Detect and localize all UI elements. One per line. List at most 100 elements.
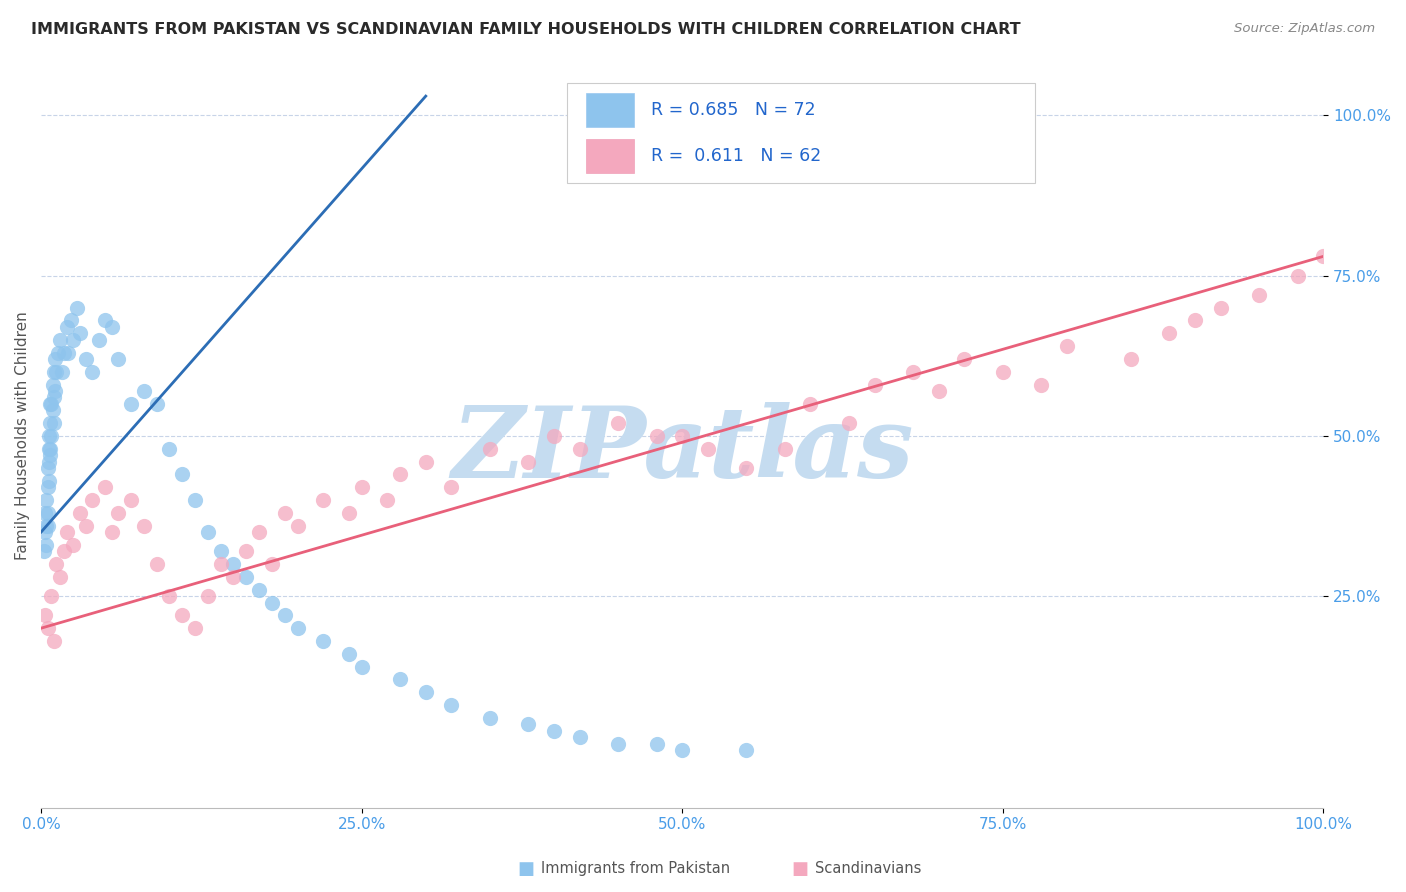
Point	[645, 737, 668, 751]
FancyBboxPatch shape	[586, 93, 634, 127]
Point	[39, 448, 62, 462]
Point	[69, 326, 91, 341]
Point	[415, 685, 437, 699]
Point	[38, 442, 60, 456]
Point	[39, 442, 62, 456]
Point	[222, 570, 245, 584]
Point	[1184, 313, 1206, 327]
Point	[312, 634, 335, 648]
Point	[735, 743, 758, 757]
Point	[37, 518, 59, 533]
Point	[38, 474, 60, 488]
Point	[69, 506, 91, 520]
Text: ■: ■	[792, 860, 808, 878]
Point	[82, 365, 104, 379]
Point	[773, 442, 796, 456]
Point	[35, 518, 58, 533]
Point	[34, 506, 56, 520]
Point	[75, 351, 97, 366]
Point	[1312, 249, 1334, 263]
Text: ■: ■	[517, 860, 534, 878]
Point	[799, 397, 821, 411]
Point	[415, 454, 437, 468]
Point	[49, 333, 72, 347]
Text: ZIPatlas: ZIPatlas	[451, 402, 914, 499]
Point	[132, 384, 155, 398]
Point	[45, 557, 67, 571]
Point	[45, 365, 67, 379]
Point	[543, 429, 565, 443]
Text: Immigrants from Pakistan: Immigrants from Pakistan	[541, 861, 731, 876]
Point	[247, 582, 270, 597]
Y-axis label: Family Households with Children: Family Households with Children	[15, 311, 30, 560]
Point	[35, 493, 58, 508]
Point	[41, 377, 63, 392]
Point	[440, 698, 463, 712]
Point	[440, 480, 463, 494]
Point	[274, 506, 297, 520]
Point	[953, 351, 976, 366]
Point	[607, 416, 630, 430]
Point	[543, 723, 565, 738]
Point	[235, 570, 257, 584]
Point	[59, 313, 82, 327]
Point	[42, 365, 65, 379]
Point	[235, 544, 257, 558]
Point	[260, 595, 283, 609]
Point	[337, 647, 360, 661]
Point	[107, 506, 129, 520]
Point	[375, 493, 398, 508]
Point	[49, 570, 72, 584]
Point	[645, 429, 668, 443]
Point	[157, 442, 180, 456]
FancyBboxPatch shape	[567, 83, 1035, 183]
Point	[172, 608, 194, 623]
Text: R =  0.611   N = 62: R = 0.611 N = 62	[651, 147, 821, 165]
Point	[145, 397, 167, 411]
Point	[696, 442, 718, 456]
Point	[44, 384, 66, 398]
Point	[62, 333, 84, 347]
Point	[172, 467, 194, 482]
Point	[82, 493, 104, 508]
Point	[120, 397, 142, 411]
Point	[39, 416, 62, 430]
Point	[157, 589, 180, 603]
Point	[42, 391, 65, 405]
Point	[53, 345, 76, 359]
Point	[51, 365, 73, 379]
Point	[991, 365, 1014, 379]
Point	[350, 659, 373, 673]
Point	[478, 711, 501, 725]
Point	[55, 524, 77, 539]
Point	[41, 429, 63, 443]
Point	[1119, 351, 1142, 366]
Point	[132, 518, 155, 533]
Point	[517, 717, 540, 731]
Point	[274, 608, 297, 623]
Point	[1159, 326, 1181, 341]
Point	[34, 608, 56, 623]
Point	[55, 319, 77, 334]
Point	[389, 673, 412, 687]
Point	[94, 480, 117, 494]
Point	[928, 384, 950, 398]
Point	[46, 345, 69, 359]
Point	[260, 557, 283, 571]
Point	[184, 493, 207, 508]
Point	[312, 493, 335, 508]
Point	[100, 319, 122, 334]
Point	[209, 557, 232, 571]
Text: IMMIGRANTS FROM PAKISTAN VS SCANDINAVIAN FAMILY HOUSEHOLDS WITH CHILDREN CORRELA: IMMIGRANTS FROM PAKISTAN VS SCANDINAVIAN…	[31, 22, 1021, 37]
Point	[62, 538, 84, 552]
Point	[39, 397, 62, 411]
Point	[66, 301, 89, 315]
Point	[34, 524, 56, 539]
Point	[87, 333, 110, 347]
Point	[1031, 377, 1053, 392]
Point	[75, 518, 97, 533]
Point	[37, 621, 59, 635]
Point	[671, 429, 693, 443]
Point	[287, 518, 309, 533]
Point	[38, 429, 60, 443]
